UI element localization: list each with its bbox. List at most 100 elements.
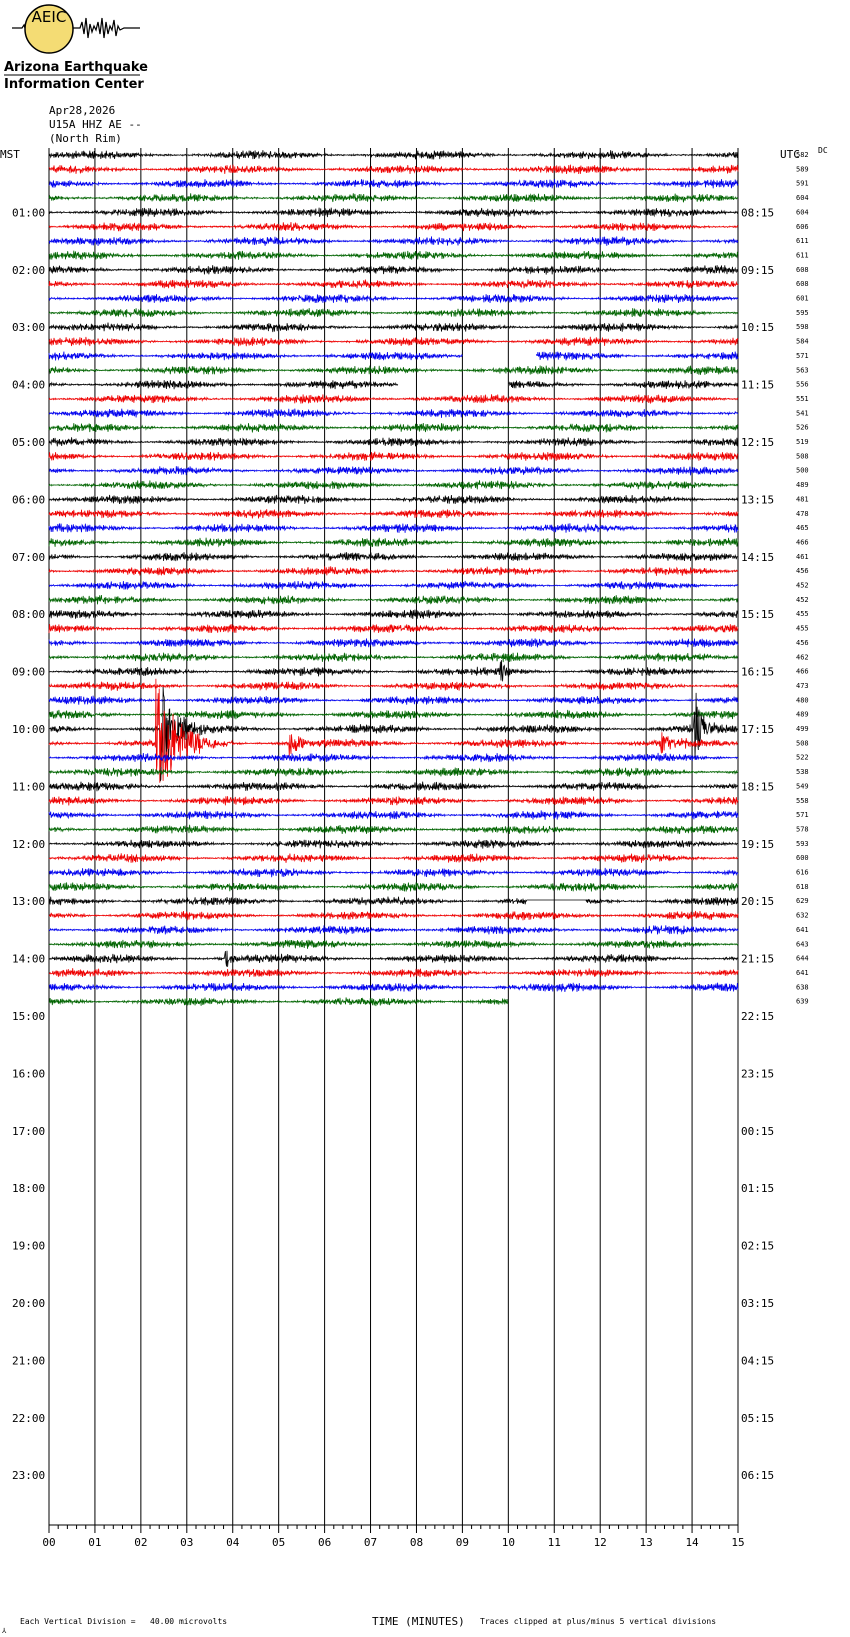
x-tick-label: 03 xyxy=(180,1536,193,1549)
mst-hour-label: 14:00 xyxy=(12,953,45,966)
x-tick-label: 01 xyxy=(88,1536,101,1549)
trace-row xyxy=(48,480,739,490)
x-tick-label: 15 xyxy=(731,1536,744,1549)
dc-offset-label: 455 xyxy=(796,610,809,618)
mst-hour-label: 06:00 xyxy=(12,493,45,506)
dc-offset-label: 593 xyxy=(796,840,809,848)
dc-offset-label: 589 xyxy=(796,165,809,173)
station-location: (North Rim) xyxy=(49,132,122,145)
utc-hour-label: 23:15 xyxy=(741,1067,774,1080)
x-tick-label: 09 xyxy=(456,1536,469,1549)
dc-offset-label: 466 xyxy=(796,538,809,546)
x-tick-label: 02 xyxy=(134,1536,147,1549)
utc-hour-label: 14:15 xyxy=(741,551,774,564)
trace-row xyxy=(48,882,739,892)
dc-offset-label: 480 xyxy=(796,696,809,704)
trace-row xyxy=(48,695,739,705)
trace-row xyxy=(48,222,739,232)
dc-offset-label: 499 xyxy=(796,725,809,733)
utc-hour-label: 15:15 xyxy=(741,608,774,621)
mst-hour-label: 03:00 xyxy=(12,321,45,334)
trace-row xyxy=(48,781,739,792)
dc-offset-label: 500 xyxy=(796,467,809,475)
dc-offset-label: 558 xyxy=(796,797,809,805)
dc-offset-label: 452 xyxy=(796,582,809,590)
dc-offset-label: 519 xyxy=(796,438,809,446)
dc-offset-label: 611 xyxy=(796,251,809,259)
trace-row xyxy=(48,523,739,533)
trace-row xyxy=(48,336,739,347)
x-tick-label: 14 xyxy=(685,1536,699,1549)
dc-offset-label: 556 xyxy=(796,381,809,389)
utc-axis-label: UTC xyxy=(780,148,800,161)
dc-offset-label: 489 xyxy=(796,711,809,719)
dc-offset-label: 584 xyxy=(796,338,809,346)
dc-offset-label: 643 xyxy=(796,940,809,948)
trace-row xyxy=(48,365,739,375)
dc-offset-label: 608 xyxy=(796,280,809,288)
clip-note: Traces clipped at plus/minus 5 vertical … xyxy=(480,1617,716,1626)
trace-row xyxy=(48,580,739,591)
trace-row xyxy=(48,623,739,634)
utc-hour-label: 12:15 xyxy=(741,436,774,449)
dc-offset-label: 601 xyxy=(796,295,809,303)
dc-offset-label: 618 xyxy=(796,883,809,891)
dc-offset-label: 465 xyxy=(796,524,809,532)
dc-offset-label: 616 xyxy=(796,869,809,877)
aeic-logo: AEIC Arizona Earthquake Information Cent… xyxy=(4,4,148,92)
trace-row xyxy=(48,537,739,548)
trace-row xyxy=(48,681,739,691)
utc-hour-label: 10:15 xyxy=(741,321,774,334)
x-tick-label: 05 xyxy=(272,1536,285,1549)
dc-offset-label: 604 xyxy=(796,194,809,202)
trace-row xyxy=(48,752,739,763)
trace-row xyxy=(48,250,739,260)
dc-offset-label: 644 xyxy=(796,955,809,963)
utc-hour-label: 02:15 xyxy=(741,1240,774,1253)
trace-row xyxy=(48,351,739,361)
dc-offset-label: 632 xyxy=(796,912,809,920)
trace-row xyxy=(48,896,739,906)
utc-hour-label: 21:15 xyxy=(741,953,774,966)
dc-offset-label: 591 xyxy=(796,180,809,188)
dc-offset-label: 508 xyxy=(796,452,809,460)
trace-row xyxy=(48,609,739,619)
trace-row xyxy=(48,150,739,160)
scale-note: Each Vertical Division = 40.00 microvolt… xyxy=(20,1617,227,1626)
dc-label: DC xyxy=(818,146,828,155)
trace-row xyxy=(48,686,739,782)
mst-hour-label: 07:00 xyxy=(12,551,45,564)
logo-line2: Information Center xyxy=(4,77,144,92)
dc-offset-label: 638 xyxy=(796,983,809,991)
mst-hour-label: 21:00 xyxy=(12,1354,45,1367)
x-tick-label: 11 xyxy=(548,1536,561,1549)
x-tick-label: 13 xyxy=(640,1536,653,1549)
trace-row xyxy=(48,466,739,476)
dc-offset-label: 571 xyxy=(796,352,809,360)
trace-row xyxy=(48,552,739,562)
mst-hour-label: 23:00 xyxy=(12,1469,45,1482)
mst-hour-label: 02:00 xyxy=(12,264,45,277)
mst-hour-label: 11:00 xyxy=(12,780,45,793)
dc-offset-label: 606 xyxy=(796,223,809,231)
dc-offset-label: 563 xyxy=(796,366,809,374)
utc-hour-label: 16:15 xyxy=(741,666,774,679)
trace-row xyxy=(48,925,739,935)
x-axis-title: TIME (MINUTES) xyxy=(372,1615,465,1628)
utc-hour-label: 04:15 xyxy=(741,1354,774,1367)
dc-offset-label: 600 xyxy=(796,854,809,862)
dc-offset-label: 478 xyxy=(796,510,809,518)
plot-date: Apr28,2026 xyxy=(49,104,116,117)
trace-row xyxy=(48,393,739,404)
trace-row xyxy=(48,509,739,519)
trace-row xyxy=(48,678,739,783)
utc-hour-label: 09:15 xyxy=(741,264,774,277)
trace-row xyxy=(48,308,739,318)
dc-offset-label: 608 xyxy=(796,266,809,274)
dc-offset-label: 629 xyxy=(796,897,809,905)
dc-offset-label: 582 xyxy=(796,151,809,159)
trace-row xyxy=(48,294,739,304)
dc-offset-label: 526 xyxy=(796,424,809,432)
trace-row xyxy=(48,867,739,878)
dc-offset-label: 461 xyxy=(796,553,809,561)
